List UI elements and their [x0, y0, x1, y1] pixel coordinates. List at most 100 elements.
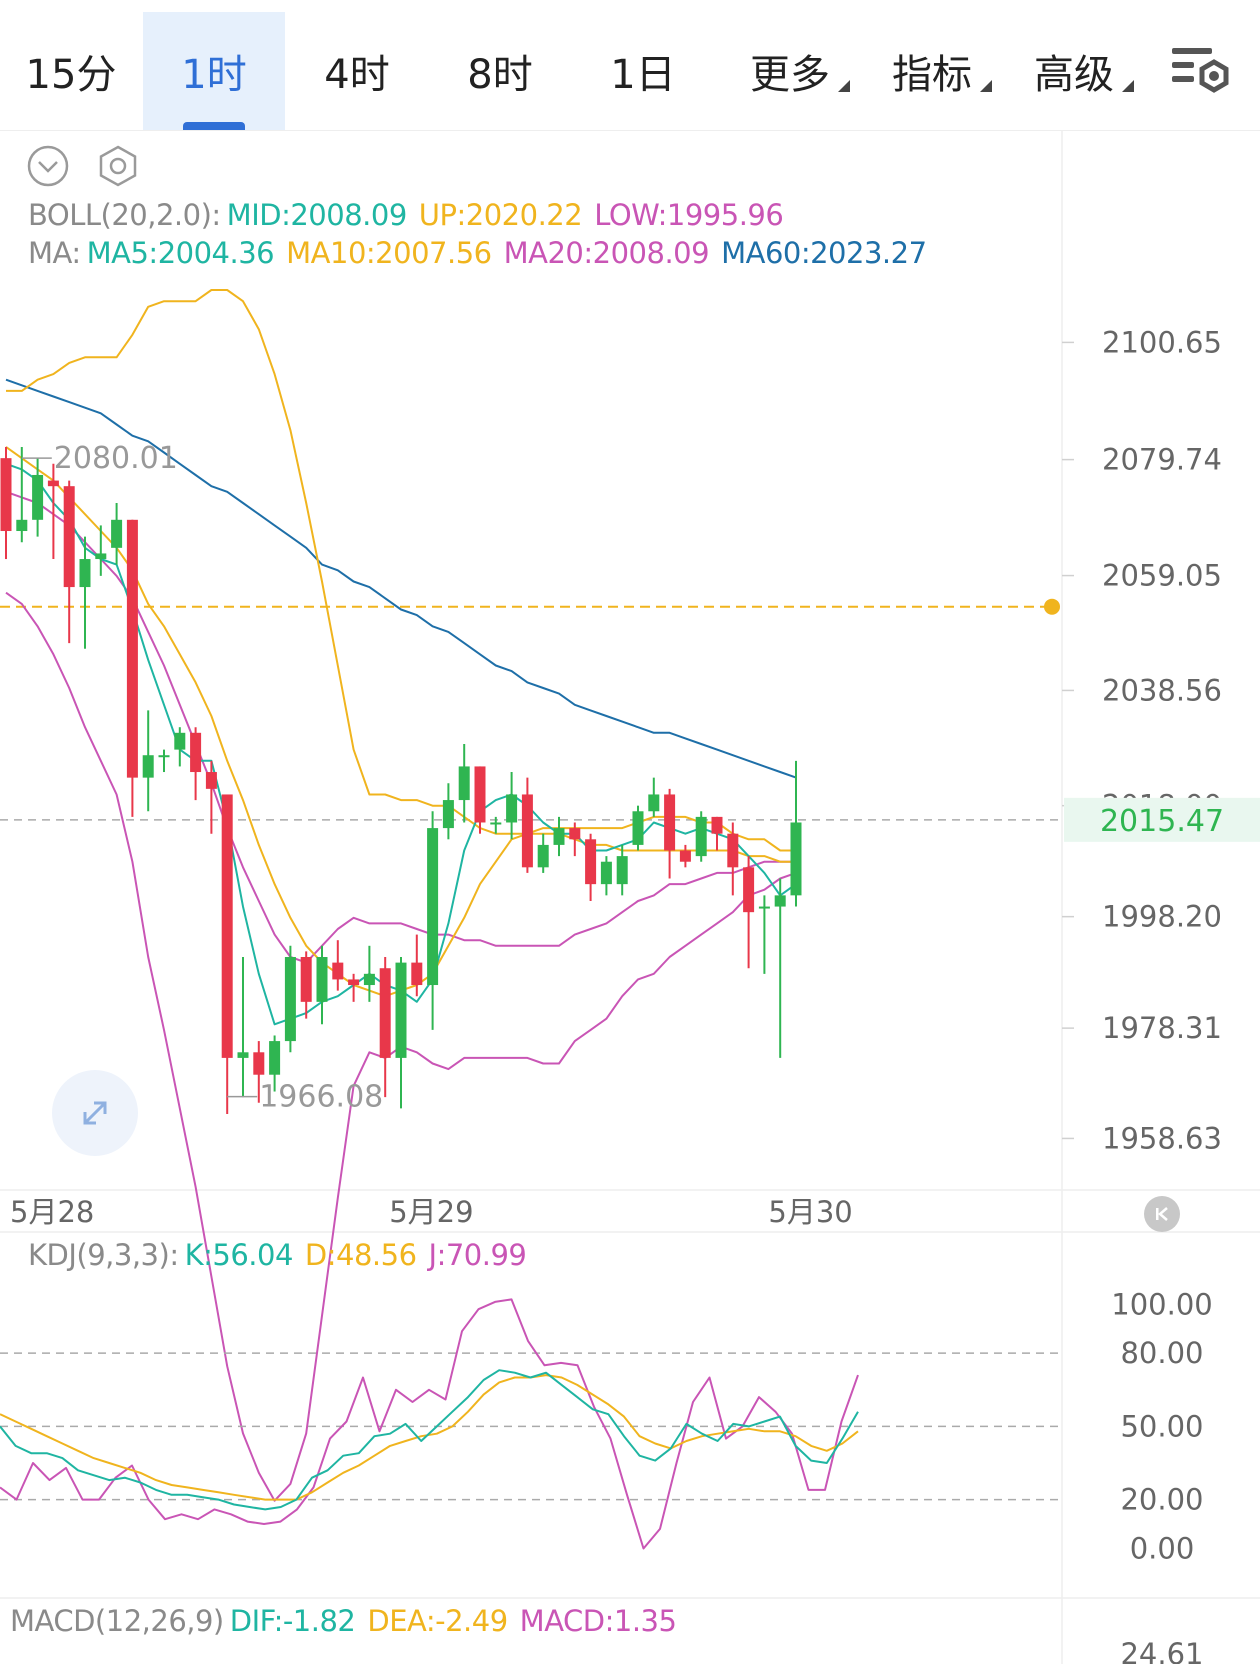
toolbar-divider: [0, 130, 1260, 131]
chart-canvas[interactable]: 2100.652079.742059.052038.562018.001998.…: [0, 131, 1260, 1664]
candle-body: [111, 519, 123, 548]
expand-arrows-icon: [83, 1101, 107, 1125]
candle-body: [553, 828, 565, 845]
candle-body: [506, 794, 518, 823]
boll-up: UP:2020.22: [418, 198, 583, 232]
boll-name: BOLL(20,2.0):: [28, 198, 221, 232]
price-tick-label: 2059.05: [1102, 559, 1222, 593]
candle-body: [490, 822, 502, 825]
candle-body: [142, 755, 154, 778]
macd-value: MACD:1.35: [519, 1604, 677, 1638]
kdj-tick-label: 80.00: [1120, 1336, 1203, 1370]
expand-chart-button[interactable]: [52, 1070, 138, 1156]
chevron-down-icon[interactable]: [26, 144, 70, 188]
kdj-k-line: [0, 1369, 859, 1511]
tab-1d[interactable]: 1日: [572, 12, 714, 130]
dropdown-caret-icon: [838, 80, 850, 92]
candle-body: [95, 553, 107, 560]
tab-indicators[interactable]: 指标: [872, 12, 992, 130]
candle-body: [79, 559, 91, 588]
kdj-legend: KDJ(9,3,3): K:56.04 D:48.56 J:70.99: [28, 1238, 538, 1272]
tab-label: 4时: [324, 52, 390, 98]
timeframe-toolbar: 15分 1时 4时 8时 1日 更多 指标 高级: [0, 0, 1260, 130]
candle-body: [758, 906, 770, 909]
candle-body: [0, 458, 12, 532]
ma20-value: MA20:2008.09: [503, 236, 710, 270]
candle-body: [47, 480, 59, 487]
kdj-d: D:48.56: [304, 1238, 417, 1272]
candle-body: [395, 962, 407, 1058]
macd-name: MACD(12,26,9): [10, 1604, 224, 1638]
candle-body: [521, 794, 533, 868]
candle-body: [411, 962, 423, 986]
candle-body: [695, 816, 707, 857]
price-tick-label: 2079.74: [1102, 443, 1222, 477]
macd-legend: MACD(12,26,9) DIF:-1.82 DEA:-2.49 MACD:1.35: [10, 1604, 688, 1638]
macd-dif: DIF:-1.82: [229, 1604, 356, 1638]
tab-label: 15分: [25, 52, 117, 98]
ma10-value: MA10:2007.56: [286, 236, 492, 270]
ma5-line: [5, 462, 797, 1026]
date-label: 5月30: [768, 1195, 852, 1229]
back-to-start-button[interactable]: [1144, 1196, 1180, 1232]
candle-body: [269, 1041, 281, 1075]
candle-body: [537, 844, 549, 868]
kdj-name: KDJ(9,3,3):: [28, 1238, 179, 1272]
price-tick-label: 2038.56: [1102, 673, 1222, 707]
price-tick-label: 1978.31: [1102, 1011, 1222, 1045]
kdj-j: J:70.99: [428, 1238, 527, 1272]
candle-body: [158, 755, 170, 758]
ma-legend: MA: MA5:2004.36 MA10:2007.56 MA20:2008.09 MA…: [28, 236, 939, 270]
candle-body: [16, 519, 28, 532]
ma-name: MA:: [28, 236, 81, 270]
candle-body: [300, 957, 312, 1002]
candle-body: [126, 519, 138, 778]
tab-advanced[interactable]: 高级: [1014, 12, 1134, 130]
tab-15m[interactable]: 15分: [0, 12, 142, 130]
candle-body: [474, 766, 486, 823]
tab-1h[interactable]: 1时: [143, 12, 285, 130]
extreme-price-label: 2080.01: [54, 441, 178, 476]
candle-body: [648, 794, 660, 812]
price-tick-label: 1958.63: [1102, 1121, 1222, 1155]
ma5-value: MA5:2004.36: [86, 236, 275, 270]
kdj-tick-label: 100.00: [1111, 1287, 1212, 1321]
chart-settings-icon[interactable]: [1170, 44, 1232, 96]
price-tick-label: 2100.65: [1102, 325, 1222, 359]
tab-label: 8时: [467, 52, 533, 98]
ma60-line: [5, 378, 797, 779]
candle-body: [711, 816, 723, 834]
hexagon-settings-icon[interactable]: [96, 144, 140, 188]
candle-body: [190, 732, 202, 773]
candle-body: [458, 766, 470, 801]
boll-legend: BOLL(20,2.0): MID:2008.09 UP:2020.22 LOW:19…: [28, 198, 795, 232]
candle-body: [348, 979, 360, 986]
candle-body: [32, 474, 44, 520]
kdj-tick-label: 0.00: [1130, 1531, 1195, 1565]
extreme-price-label: 1966.08: [259, 1080, 383, 1115]
candle-body: [664, 794, 676, 851]
ma60-value: MA60:2023.27: [721, 236, 927, 270]
ma10-line: [5, 446, 796, 998]
candle-body: [63, 486, 75, 588]
macd-dea: DEA:-2.49: [367, 1604, 508, 1638]
macd-tick-label: 24.61: [1120, 1637, 1203, 1664]
candle-body: [616, 856, 628, 885]
last-price-label: 2015.47: [1100, 804, 1224, 839]
boll-mid: MID:2008.09: [226, 198, 408, 232]
tab-8h[interactable]: 8时: [429, 12, 571, 130]
kdj-tick-label: 50.00: [1120, 1409, 1203, 1443]
tab-4h[interactable]: 4时: [286, 12, 428, 130]
dropdown-caret-icon: [980, 80, 992, 92]
candle-body: [221, 794, 233, 1058]
last-price-label-bg: [1064, 797, 1260, 842]
candle-body: [774, 895, 786, 907]
candle-body: [600, 861, 612, 885]
tab-more[interactable]: 更多: [730, 12, 850, 130]
candle-body: [253, 1052, 265, 1075]
candle-body: [284, 957, 296, 1042]
tab-label: 指标: [892, 52, 972, 98]
candle-body: [316, 957, 328, 1002]
candle-body: [442, 800, 454, 829]
candle-body: [363, 973, 375, 986]
